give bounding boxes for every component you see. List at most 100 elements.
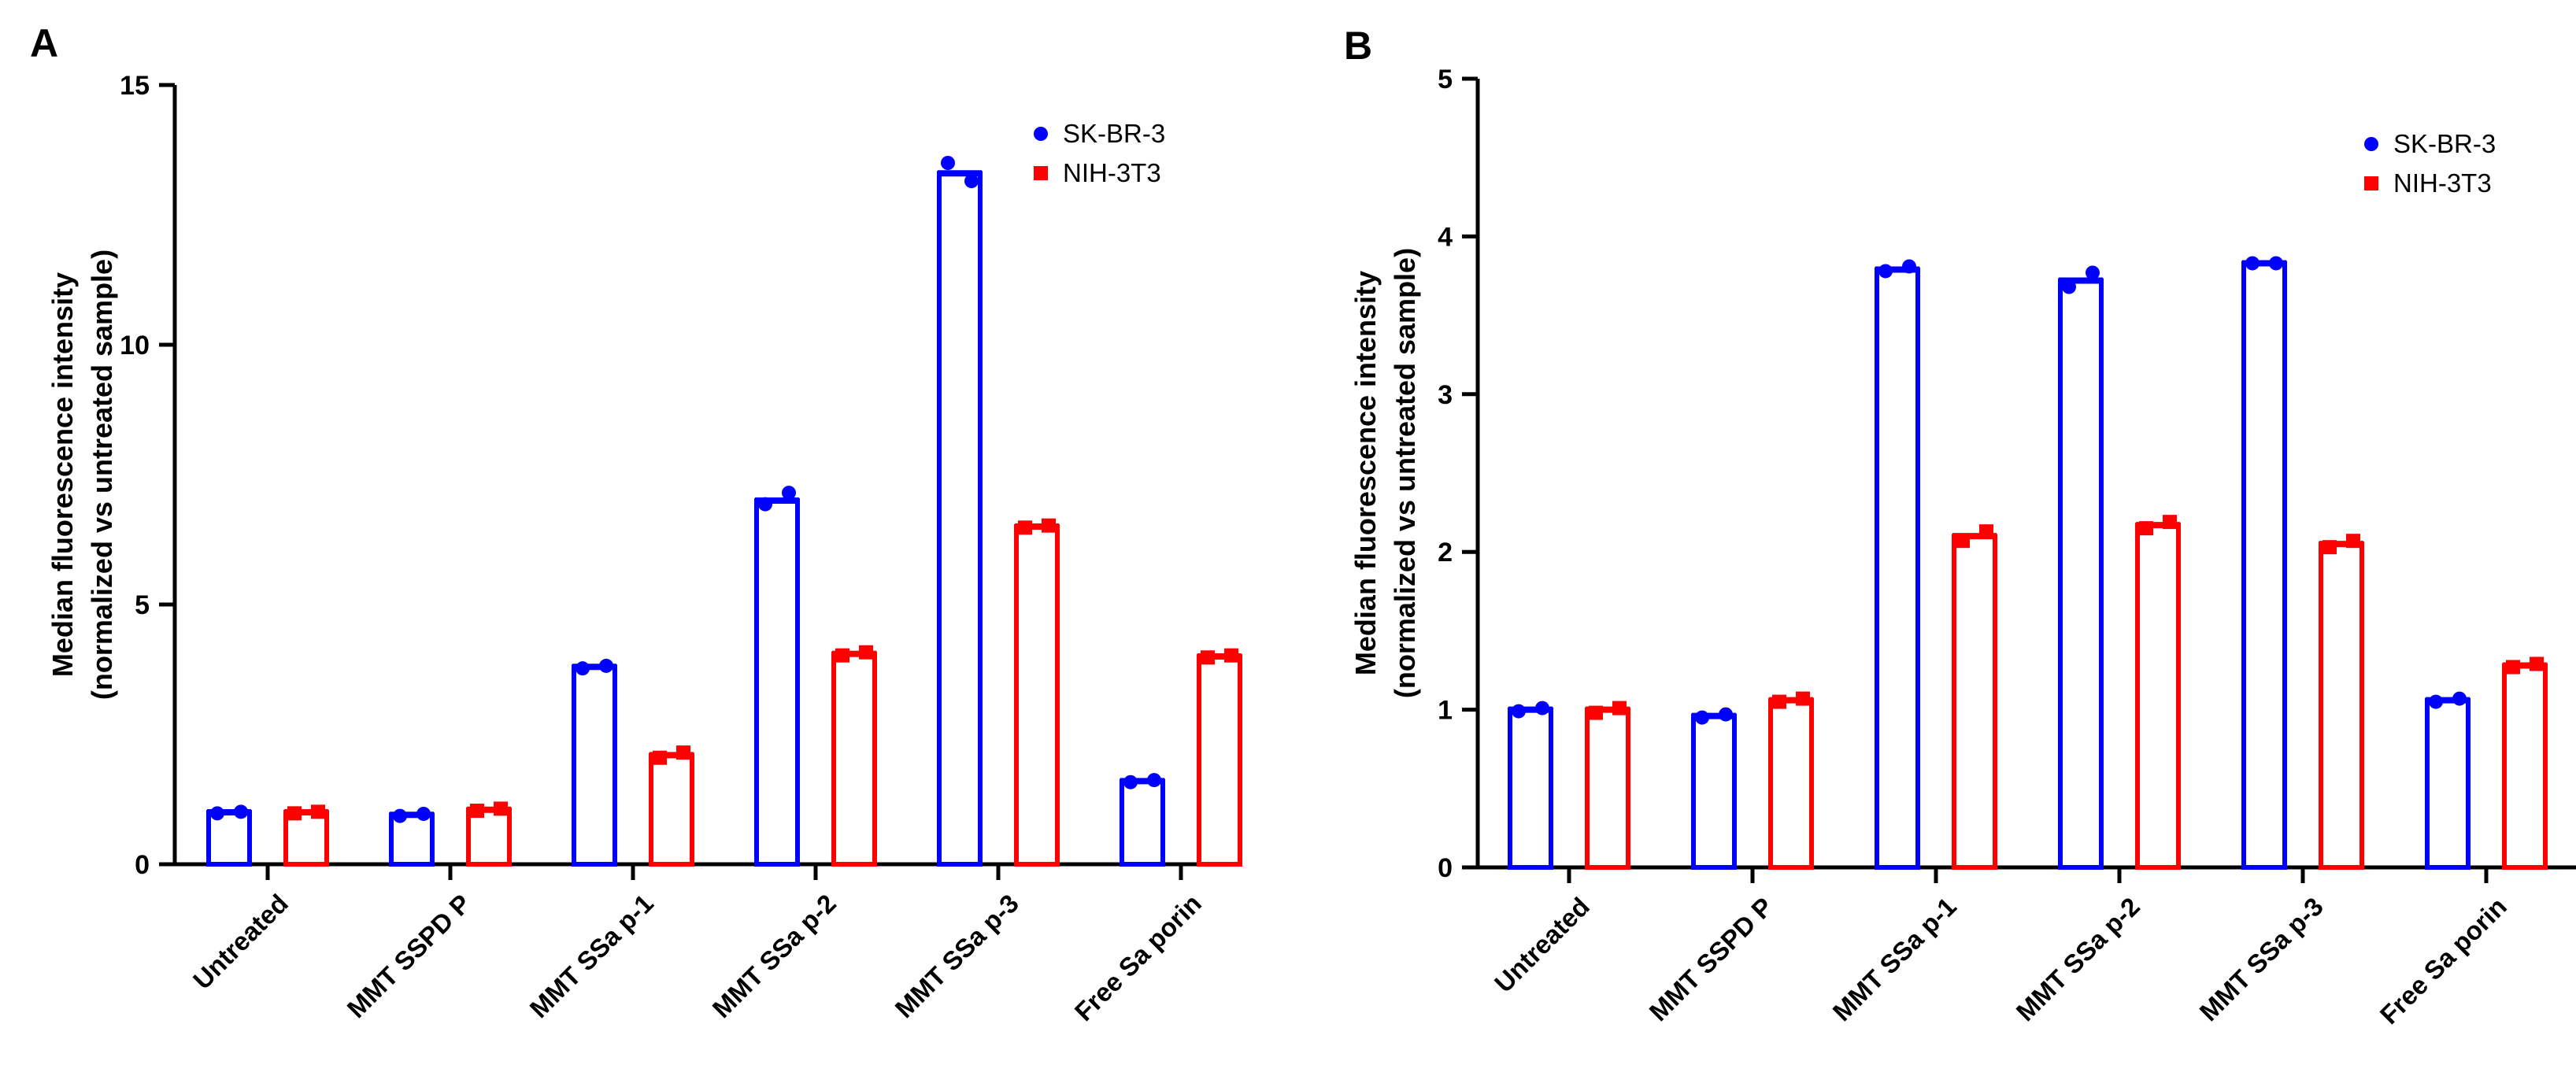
data-point <box>234 804 248 819</box>
data-point <box>1042 518 1056 533</box>
y-tick-label: 15 <box>120 71 150 101</box>
x-tick-label: MMT SSPD P <box>1644 892 1778 1026</box>
data-point <box>311 804 325 819</box>
data-point <box>1224 648 1238 663</box>
bar <box>2058 278 2104 870</box>
x-tick-label: MMT SSa p-3 <box>890 889 1024 1023</box>
bar <box>572 664 617 867</box>
data-point <box>2346 534 2360 549</box>
y-tick-label: 0 <box>135 850 150 880</box>
data-point <box>676 745 690 760</box>
data-point <box>1123 775 1138 789</box>
y-tick-label: 5 <box>1438 65 1453 94</box>
legend-marker <box>2364 137 2378 151</box>
bar <box>1875 267 1920 870</box>
data-point <box>287 806 302 821</box>
data-point <box>576 661 590 676</box>
bar <box>649 752 694 867</box>
data-point <box>2062 279 2076 294</box>
data-point <box>393 808 407 823</box>
x-tick-label: MMT SSa p-2 <box>707 889 842 1023</box>
y-tick-label: 1 <box>1438 696 1453 726</box>
bar <box>1508 707 1553 870</box>
bar <box>1768 697 1814 870</box>
bar <box>2319 542 2364 870</box>
data-point <box>1201 650 1215 665</box>
y-axis-title: Median fluorescence intensity <box>1349 271 1382 675</box>
data-point <box>1772 694 1786 709</box>
data-point <box>835 648 849 663</box>
x-tick-label: MMT SSa p-1 <box>524 889 659 1023</box>
data-point <box>2139 521 2153 536</box>
data-point <box>2322 540 2337 555</box>
y-tick-label: 4 <box>1438 222 1453 252</box>
data-point <box>782 486 796 501</box>
data-point <box>1878 264 1893 279</box>
bar <box>466 807 512 867</box>
data-point <box>1979 524 1993 539</box>
bar <box>1585 707 1630 870</box>
data-point <box>1589 705 1603 720</box>
data-point <box>1796 691 1810 706</box>
x-tick-label: Untreated <box>1489 892 1595 998</box>
data-point <box>2245 256 2260 271</box>
bar <box>1120 778 1165 867</box>
bar <box>2135 523 2181 871</box>
y-tick-label: 5 <box>135 590 150 620</box>
bar <box>1952 534 1997 870</box>
x-tick-label: MMT SSa p-3 <box>2194 892 2329 1026</box>
bar <box>1014 524 1060 867</box>
data-point <box>859 645 873 660</box>
legend-entry: SK-BR-3 <box>1063 119 1165 148</box>
y-tick-label: 2 <box>1438 538 1453 568</box>
x-tick-label: MMT SSa p-1 <box>1827 892 1962 1026</box>
x-tick-label: MMT SSa p-2 <box>2011 892 2145 1026</box>
data-point <box>2163 515 2177 530</box>
x-tick-label: Free Sa porin <box>2374 892 2512 1030</box>
legend-marker <box>1034 127 1048 141</box>
data-point <box>1612 701 1627 715</box>
x-tick-label: MMT SSPD P <box>342 889 476 1023</box>
x-tick-label: Free Sa porin <box>1069 889 1207 1026</box>
panel-label: B <box>1344 24 1372 68</box>
legend-entry: NIH-3T3 <box>2393 168 2492 198</box>
data-point <box>210 806 224 821</box>
legend-marker <box>2364 176 2378 190</box>
data-point <box>1535 701 1549 715</box>
bar <box>831 651 877 867</box>
data-point <box>653 750 667 765</box>
data-point <box>2269 256 2283 271</box>
panel-label: A <box>30 21 58 65</box>
legend-entry: NIH-3T3 <box>1063 158 1161 187</box>
bar <box>754 498 800 867</box>
data-point <box>416 806 431 821</box>
data-point <box>941 156 955 170</box>
data-point <box>1695 710 1709 725</box>
data-point <box>470 804 484 819</box>
data-point <box>599 658 613 673</box>
data-point <box>2452 691 2467 706</box>
data-point <box>2429 694 2443 709</box>
data-point <box>758 497 772 512</box>
data-point <box>1956 534 1970 549</box>
bar <box>1691 713 1737 871</box>
legend-marker <box>1034 166 1048 180</box>
y-tick-label: 3 <box>1438 380 1453 410</box>
bar <box>206 810 252 867</box>
y-axis-title: Median fluorescence intensity <box>46 272 79 677</box>
data-point <box>964 174 979 189</box>
data-point <box>1902 259 1916 274</box>
bar <box>2502 663 2548 870</box>
data-point <box>1018 520 1032 535</box>
chart-panel-a: A 0 5 10 15 Median fluorescence intensity (nor… <box>30 21 1242 1026</box>
bar <box>2241 261 2287 870</box>
y-axis-title: (normalized vs untreated sample) <box>86 250 118 700</box>
data-point <box>494 801 508 816</box>
y-tick-label: 10 <box>120 331 150 360</box>
data-point <box>2530 656 2544 671</box>
x-tick-label: Untreated <box>187 889 294 995</box>
y-axis-title: (normalized vs untreated sample) <box>1389 248 1421 698</box>
data-point <box>2506 660 2520 675</box>
data-point <box>2086 265 2100 280</box>
